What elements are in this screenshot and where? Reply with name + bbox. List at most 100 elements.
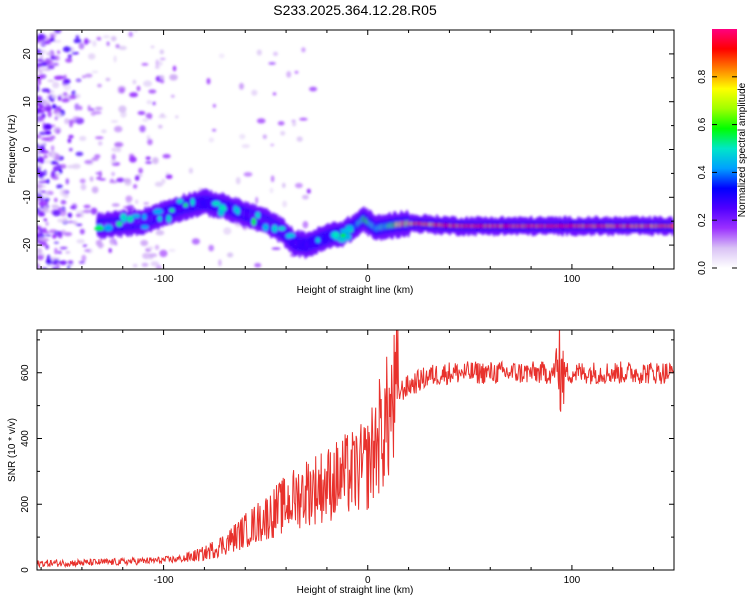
noise-speckle — [114, 142, 123, 148]
noise-speckle — [49, 38, 55, 42]
noise-speckle — [136, 85, 141, 92]
y-tick-label: 0 — [20, 567, 31, 573]
ridge-blob — [116, 221, 123, 227]
noise-speckle — [56, 263, 60, 268]
snr-marks — [37, 330, 674, 569]
colorbar-ticks: 0.0 0.2 0.4 0.6 0.8 — [697, 69, 737, 275]
noise-speckle — [139, 125, 146, 133]
noise-speckle — [277, 121, 285, 126]
noise-speckle — [64, 118, 70, 125]
noise-speckle — [137, 111, 146, 115]
noise-speckle — [85, 73, 93, 78]
noise-speckle — [208, 244, 214, 252]
noise-speckle — [56, 129, 60, 135]
ridge-blob — [157, 215, 162, 222]
noise-speckle — [175, 115, 179, 119]
noise-speckle — [227, 252, 234, 258]
noise-speckle — [118, 45, 127, 51]
noise-speckle — [54, 247, 58, 255]
noise-speckle — [39, 157, 45, 164]
noise-speckle — [79, 136, 87, 141]
noise-speckle — [270, 143, 275, 147]
noise-speckle — [69, 120, 73, 128]
noise-speckle — [92, 40, 97, 47]
noise-speckle — [154, 244, 160, 250]
noise-speckle — [42, 227, 47, 234]
noise-speckle — [52, 234, 57, 239]
noise-speckle — [47, 110, 52, 118]
colorbar-tick-label: 0.2 — [697, 213, 708, 227]
noise-speckle — [140, 239, 149, 247]
noise-speckle — [88, 53, 96, 60]
noise-speckle — [53, 241, 59, 244]
noise-speckle — [64, 78, 71, 85]
noise-speckle — [162, 154, 171, 159]
noise-speckle — [39, 131, 47, 136]
noise-speckle — [41, 190, 46, 194]
noise-speckle — [89, 176, 94, 182]
noise-speckle — [71, 163, 81, 169]
noise-speckle — [54, 30, 62, 34]
noise-speckle — [45, 131, 52, 135]
noise-speckle — [212, 129, 217, 132]
noise-speckle — [45, 57, 51, 66]
ridge-blob — [153, 208, 164, 215]
ridge-blob — [103, 224, 113, 232]
snr-ylabel: SNR (10 * v/v) — [7, 418, 18, 482]
noise-speckle — [302, 194, 309, 200]
noise-speckle — [57, 250, 62, 255]
noise-speckle — [60, 199, 67, 205]
ridge-blob — [211, 200, 221, 207]
noise-speckle — [145, 112, 153, 119]
noise-speckle — [43, 105, 52, 112]
ridge-blob — [140, 225, 149, 230]
noise-speckle — [218, 259, 222, 267]
noise-speckle — [114, 125, 123, 133]
noise-speckle — [67, 260, 74, 265]
ridge-blob — [255, 211, 261, 219]
noise-speckle — [108, 248, 112, 253]
noise-speckle — [51, 204, 59, 208]
snr-ticks: -100 0 100 0 200 400 600 — [20, 330, 674, 586]
noise-speckle — [143, 202, 150, 205]
noise-speckle — [294, 70, 299, 74]
noise-speckle — [269, 187, 274, 194]
noise-speckle — [262, 134, 267, 140]
ridge-blob — [339, 233, 347, 238]
noise-speckle — [126, 204, 135, 212]
noise-speckle — [273, 51, 278, 57]
noise-speckle — [98, 178, 106, 181]
noise-speckle — [160, 79, 165, 84]
noise-speckle — [95, 136, 104, 140]
noise-speckle — [75, 151, 84, 157]
ridge-blob — [262, 223, 269, 232]
noise-speckle — [94, 106, 103, 111]
figure-title: S233.2025.364.12.28.R05 — [273, 2, 437, 18]
noise-speckle — [155, 230, 165, 236]
noise-speckle — [272, 92, 277, 96]
y-tick-label: -20 — [22, 237, 33, 252]
ridge-blob — [278, 226, 286, 231]
noise-speckle — [75, 223, 83, 226]
noise-speckle — [158, 61, 163, 66]
noise-speckle — [57, 218, 65, 223]
ridge-blob — [233, 205, 238, 213]
noise-speckle — [239, 82, 244, 90]
noise-speckle — [98, 170, 102, 178]
noise-speckle — [150, 45, 155, 49]
noise-speckle — [110, 178, 114, 182]
y-tick-label: -10 — [22, 190, 33, 205]
noise-speckle — [47, 65, 55, 70]
noise-speckle — [172, 65, 177, 72]
noise-speckle — [165, 172, 170, 176]
noise-speckle — [37, 188, 42, 194]
noise-speckle — [97, 242, 104, 249]
y-tick-label: 400 — [20, 430, 31, 447]
noise-speckle — [78, 261, 85, 264]
noise-speckle — [101, 129, 107, 134]
ridge-blob — [332, 231, 340, 238]
noise-speckle — [41, 137, 46, 141]
ridge-blob — [176, 198, 184, 204]
noise-speckle — [268, 62, 276, 65]
